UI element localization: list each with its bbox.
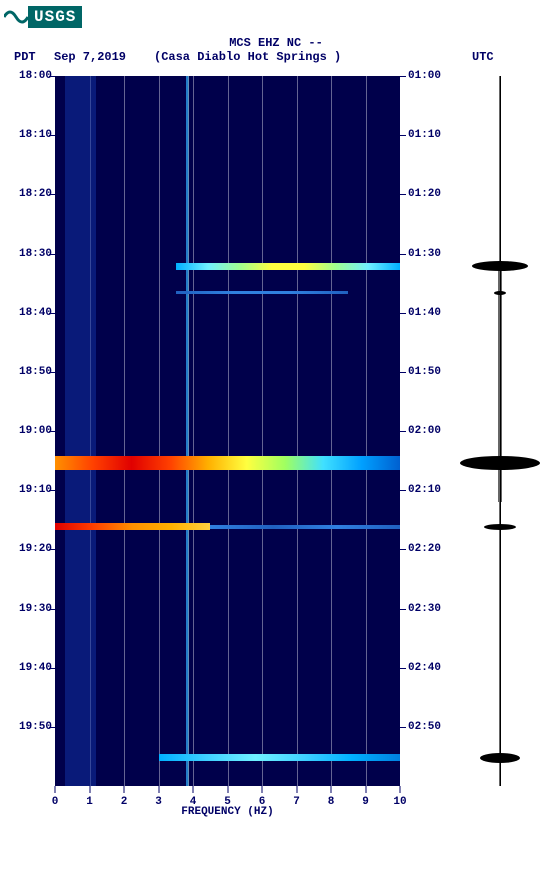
y-left-tick: 18:20: [0, 188, 52, 200]
tick-mark: [400, 372, 406, 373]
plot-area: 18:00 18:10 18:20 18:30 18:40 18:50 19:00 19:10…: [0, 66, 552, 836]
gridline: [159, 76, 160, 786]
tick-mark: [49, 727, 55, 728]
x-tick-mark: [296, 786, 297, 793]
y-left-tick: 18:00: [0, 70, 52, 82]
tick-mark: [400, 727, 406, 728]
wave-icon: [4, 7, 28, 27]
y-right-tick: 01:20: [408, 188, 450, 200]
y-axis-right: 01:0001:1001:2001:3001:4001:5002:0002:10…: [408, 76, 450, 786]
tick-mark: [49, 372, 55, 373]
y-right-tick: 01:40: [408, 307, 450, 319]
noise-band: [65, 76, 96, 786]
waveform-panel: [455, 76, 545, 786]
tick-mark: [400, 194, 406, 195]
y-right-tick: 01:10: [408, 129, 450, 141]
tick-mark: [49, 76, 55, 77]
tick-mark: [400, 668, 406, 669]
waveform-spike: [484, 524, 516, 530]
tick-mark: [400, 609, 406, 610]
gridline: [228, 76, 229, 786]
tick-mark: [49, 668, 55, 669]
waveform-spike: [472, 261, 528, 271]
y-left-tick: 18:40: [0, 307, 52, 319]
gridline: [331, 76, 332, 786]
event-band: [176, 263, 400, 270]
spectrogram: [55, 76, 400, 786]
event-band: [55, 456, 400, 470]
tick-mark: [400, 431, 406, 432]
y-left-tick: 19:20: [0, 543, 52, 555]
event-band: [176, 291, 349, 294]
event-band: [159, 754, 401, 761]
tick-mark: [400, 549, 406, 550]
y-left-tick: 18:30: [0, 248, 52, 260]
gridline: [297, 76, 298, 786]
tick-mark: [49, 135, 55, 136]
y-right-tick: 02:30: [408, 603, 450, 615]
tz-left-label: PDT: [0, 50, 54, 64]
y-left-tick: 18:10: [0, 129, 52, 141]
x-tick-mark: [365, 786, 366, 793]
tick-mark: [49, 194, 55, 195]
event-band: [210, 525, 400, 529]
y-right-tick: 01:00: [408, 70, 450, 82]
x-tick-mark: [124, 786, 125, 793]
x-tick-mark: [55, 786, 56, 793]
y-left-tick: 19:30: [0, 603, 52, 615]
y-right-tick: 01:30: [408, 248, 450, 260]
tick-mark: [400, 313, 406, 314]
gridline: [262, 76, 263, 786]
tick-mark: [49, 490, 55, 491]
plot-header: MCS EHZ NC -- PDT Sep 7,2019 (Casa Diabl…: [0, 34, 552, 66]
y-left-tick: 18:50: [0, 366, 52, 378]
x-tick-mark: [400, 786, 401, 793]
y-right-tick: 02:00: [408, 425, 450, 437]
y-left-tick: 19:40: [0, 662, 52, 674]
tick-mark: [400, 135, 406, 136]
y-left-tick: 19:50: [0, 721, 52, 733]
tz-right-label: UTC: [462, 50, 552, 64]
tick-mark: [49, 254, 55, 255]
y-right-tick: 02:40: [408, 662, 450, 674]
y-left-tick: 19:10: [0, 484, 52, 496]
gridline: [366, 76, 367, 786]
tick-mark: [49, 609, 55, 610]
tick-mark: [400, 254, 406, 255]
y-right-tick: 02:10: [408, 484, 450, 496]
usgs-logo-text: USGS: [28, 6, 82, 28]
x-tick-mark: [193, 786, 194, 793]
usgs-logo: USGS: [0, 0, 552, 34]
waveform-spike: [494, 291, 506, 295]
vertical-line: [188, 76, 189, 786]
waveform-noise: [499, 76, 501, 261]
waveform-spike: [460, 456, 540, 470]
waveform-noise: [499, 502, 501, 786]
x-tick-mark: [262, 786, 263, 793]
tick-mark: [400, 490, 406, 491]
y-right-tick: 02:50: [408, 721, 450, 733]
y-axis-left: 18:0018:1018:2018:3018:4018:5019:0019:10…: [0, 76, 52, 786]
x-tick-mark: [227, 786, 228, 793]
gridline: [124, 76, 125, 786]
x-tick-mark: [158, 786, 159, 793]
y-left-tick: 19:00: [0, 425, 52, 437]
tick-mark: [400, 76, 406, 77]
station-code: MCS EHZ NC --: [0, 36, 552, 50]
tick-mark: [49, 549, 55, 550]
tick-mark: [49, 431, 55, 432]
station-name: (Casa Diablo Hot Springs ): [144, 50, 462, 64]
y-right-tick: 02:20: [408, 543, 450, 555]
x-tick-mark: [89, 786, 90, 793]
event-band: [55, 523, 210, 530]
date-label: Sep 7,2019: [54, 50, 144, 64]
x-tick-mark: [331, 786, 332, 793]
y-right-tick: 01:50: [408, 366, 450, 378]
waveform-spike: [480, 753, 520, 763]
gridline: [193, 76, 194, 786]
tick-mark: [49, 313, 55, 314]
x-axis-label: FREQUENCY (HZ): [55, 806, 400, 818]
